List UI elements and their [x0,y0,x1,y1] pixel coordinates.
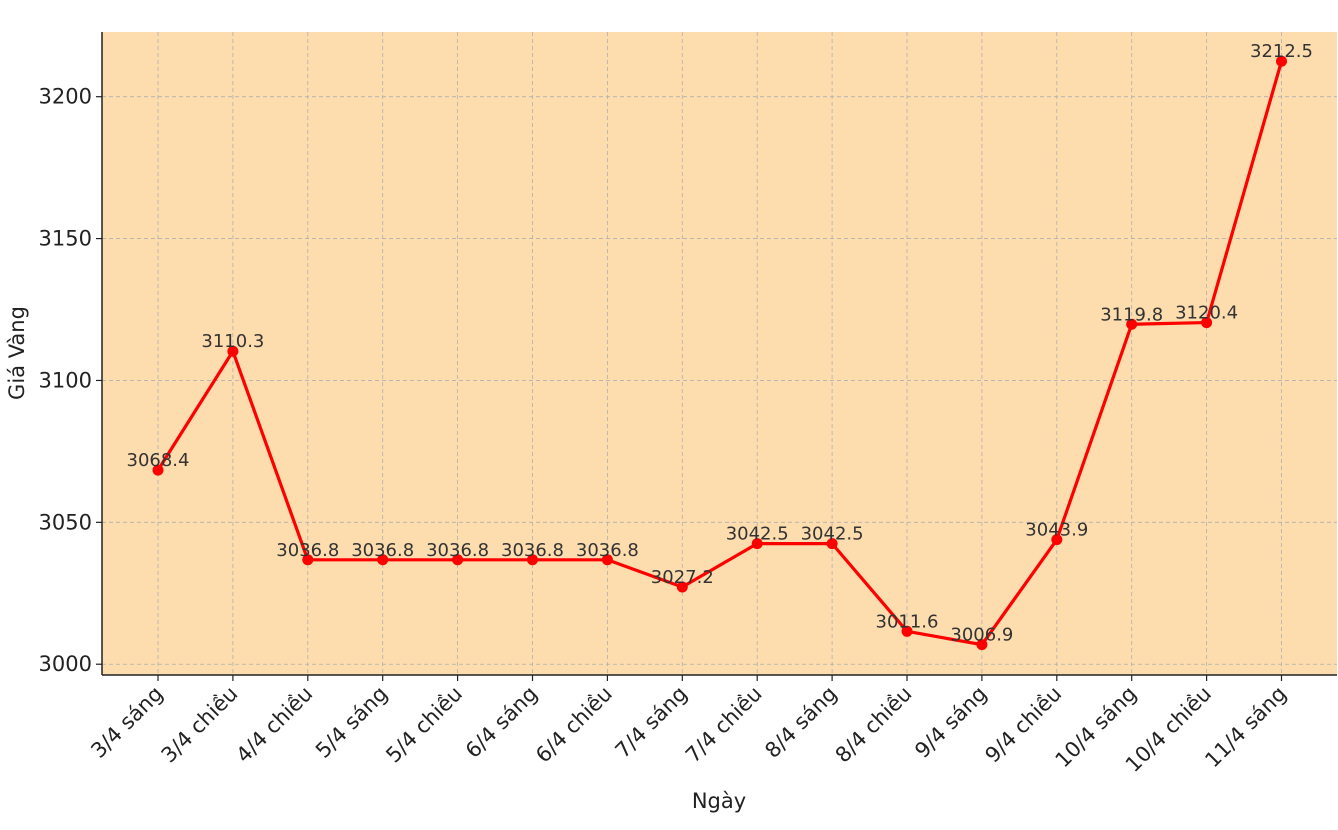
data-label: 3212.5 [1250,41,1313,62]
data-label: 3036.8 [276,540,339,561]
y-tick-label: 3200 [39,85,92,109]
y-tick-label: 3150 [39,227,92,251]
data-label: 3043.9 [1025,520,1088,541]
data-label: 3006.9 [950,625,1013,646]
data-label: 3120.4 [1175,303,1238,324]
y-tick-label: 3000 [39,652,92,676]
data-label: 3042.5 [726,524,789,545]
y-tick-label: 3050 [39,510,92,534]
data-label: 3027.2 [651,567,714,588]
data-point [527,554,538,566]
x-tick-label: 8/4 chiều [831,682,917,768]
data-point [452,554,464,566]
data-label: 3119.8 [1100,304,1163,325]
x-tick-label: 7/4 chiều [681,682,767,768]
data-point [227,345,239,357]
data-label: 3011.6 [876,611,939,632]
data-point [152,464,164,476]
data-point [901,625,913,637]
x-tick-label: 4/4 chiều [231,682,317,768]
data-point [601,554,613,566]
data-label: 3036.8 [501,540,564,561]
data-label: 3068.4 [127,450,190,471]
data-label: 3036.8 [426,540,489,561]
data-label: 3110.3 [201,331,264,352]
data-point [377,554,389,566]
data-label: 3036.8 [576,540,639,561]
x-axis-title: Ngày [692,789,746,813]
data-point [1051,534,1063,546]
x-tick-label: 6/4 sáng [461,682,542,763]
data-point [826,538,838,550]
x-tick-label: 5/4 sáng [311,682,392,763]
x-tick-label: 6/4 chiều [531,682,617,768]
x-tick-label: 3/4 sáng [86,682,167,763]
data-point [976,639,988,651]
data-point [302,554,314,566]
data-point [751,538,763,550]
y-axis-title: Giá Vàng [5,306,29,400]
data-point [676,581,688,593]
grid [102,32,1337,675]
data-point [1276,55,1287,67]
x-tick-label: 8/4 sáng [760,682,841,763]
data-labels: 3068.4 3110.3 3036.8 3036.8 3036.8 3036.8 3036… [127,41,1313,645]
data-label: 3036.8 [351,540,414,561]
x-tick-label: 7/4 sáng [611,682,692,763]
data-label: 3042.5 [801,524,864,545]
plot-area [102,32,1337,675]
x-tick-label: 3/4 chiều [157,682,243,768]
series [152,55,1287,651]
y-tick-label: 3100 [39,368,92,392]
data-point [1126,318,1138,330]
x-tick-label: 5/4 chiều [381,682,467,768]
series-line [156,60,1284,647]
x-tick-label: 11/4 sáng [1200,682,1291,773]
data-point [1201,317,1213,329]
x-tick-label: 9/4 sáng [910,682,991,763]
